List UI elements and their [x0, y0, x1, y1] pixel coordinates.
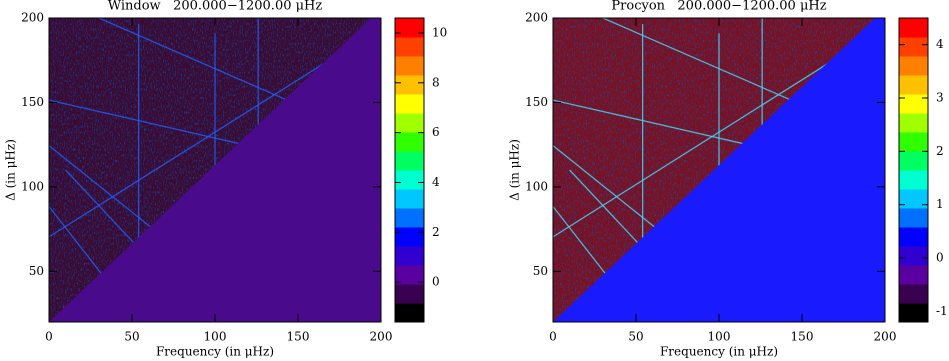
colorbar-band — [899, 132, 928, 152]
colorbar-band — [395, 303, 424, 323]
colorbar-tick-label: -1 — [936, 304, 948, 318]
colorbar-band — [395, 189, 424, 209]
colorbar-band — [899, 284, 928, 304]
y-tick-label: 100 — [525, 179, 548, 193]
colorbar-band — [899, 170, 928, 190]
colorbar-tick-label: 0 — [936, 251, 944, 265]
x-tick-label: 200 — [874, 330, 897, 344]
colorbar-frame — [394, 17, 425, 323]
chart-title: Procyon 200.000−1200.00 μHz — [611, 0, 826, 14]
x-tick-label: 200 — [370, 330, 393, 344]
colorbar-band — [899, 246, 928, 266]
colorbar-band — [899, 208, 928, 228]
colorbar-band — [395, 265, 424, 285]
colorbar-tick-label: 6 — [432, 125, 440, 139]
ridge — [98, 18, 309, 110]
x-axis-label: Frequency (in μHz) — [660, 345, 778, 359]
colorbar-band — [395, 246, 424, 266]
colorbar-tick-label: 1 — [936, 197, 944, 211]
chart-title: Window 200.000−1200.00 μHz — [108, 0, 323, 14]
x-tick-label: 50 — [124, 330, 139, 344]
x-tick-label: 50 — [628, 330, 643, 344]
y-tick-label: 200 — [525, 11, 548, 25]
y-tick-label: 100 — [21, 179, 44, 193]
colorbar-band — [899, 75, 928, 95]
colorbar-band — [899, 151, 928, 171]
colorbar-tick-label: 4 — [432, 175, 440, 189]
x-tick-label: 100 — [204, 330, 227, 344]
x-axis-label: Frequency (in μHz) — [156, 345, 274, 359]
colorbar-band — [899, 265, 928, 285]
colorbar-frame — [898, 17, 929, 323]
colorbar-tick-label: 4 — [936, 37, 944, 51]
y-tick-label: 200 — [21, 11, 44, 25]
colorbar-band — [395, 18, 424, 38]
ridge — [553, 47, 853, 238]
y-axis-label: Δ (in μHz) — [508, 139, 522, 201]
y-tick-label: 50 — [29, 264, 44, 278]
colorbar-band — [899, 18, 928, 38]
colorbar-band — [395, 94, 424, 114]
y-tick-label: 50 — [533, 264, 548, 278]
y-tick-label: 150 — [21, 95, 44, 109]
colorbar-band — [899, 189, 928, 209]
ridge — [602, 18, 813, 110]
colorbar-band — [395, 37, 424, 57]
colorbar-tick-label: 2 — [936, 144, 944, 158]
colorbar-band — [899, 56, 928, 76]
ridge — [49, 47, 349, 238]
heatmap-panel: Procyon 200.000−1200.00 μHz Frequency (in… — [508, 0, 948, 359]
colorbar-band — [899, 37, 928, 57]
ridge — [553, 145, 660, 232]
x-tick-label: 0 — [549, 330, 557, 344]
colorbar-band — [899, 227, 928, 247]
ridge — [49, 145, 156, 232]
heatmap-panel: Window 200.000−1200.00 μHz Frequency (in … — [4, 0, 448, 359]
colorbar-band — [395, 132, 424, 152]
y-axis-label: Δ (in μHz) — [4, 139, 18, 201]
y-tick-label: 150 — [525, 95, 548, 109]
x-tick-label: 150 — [287, 330, 310, 344]
colorbar-band — [395, 151, 424, 171]
colorbar-band — [395, 75, 424, 95]
x-tick-label: 150 — [791, 330, 814, 344]
x-tick-label: 0 — [45, 330, 53, 344]
colorbar-band — [395, 284, 424, 304]
colorbar-band — [395, 227, 424, 247]
x-tick-label: 100 — [708, 330, 731, 344]
colorbar-band — [395, 56, 424, 76]
colorbar-band — [899, 94, 928, 114]
colorbar-tick-label: 8 — [432, 75, 440, 89]
colorbar-tick-label: 0 — [432, 275, 440, 289]
colorbar-tick-label: 10 — [432, 25, 447, 39]
colorbar-band — [395, 113, 424, 133]
colorbar-band — [899, 303, 928, 323]
colorbar-band — [395, 208, 424, 228]
colorbar-band — [899, 113, 928, 133]
colorbar-tick-label: 3 — [936, 91, 944, 105]
colorbar-band — [395, 170, 424, 190]
colorbar-tick-label: 2 — [432, 225, 440, 239]
